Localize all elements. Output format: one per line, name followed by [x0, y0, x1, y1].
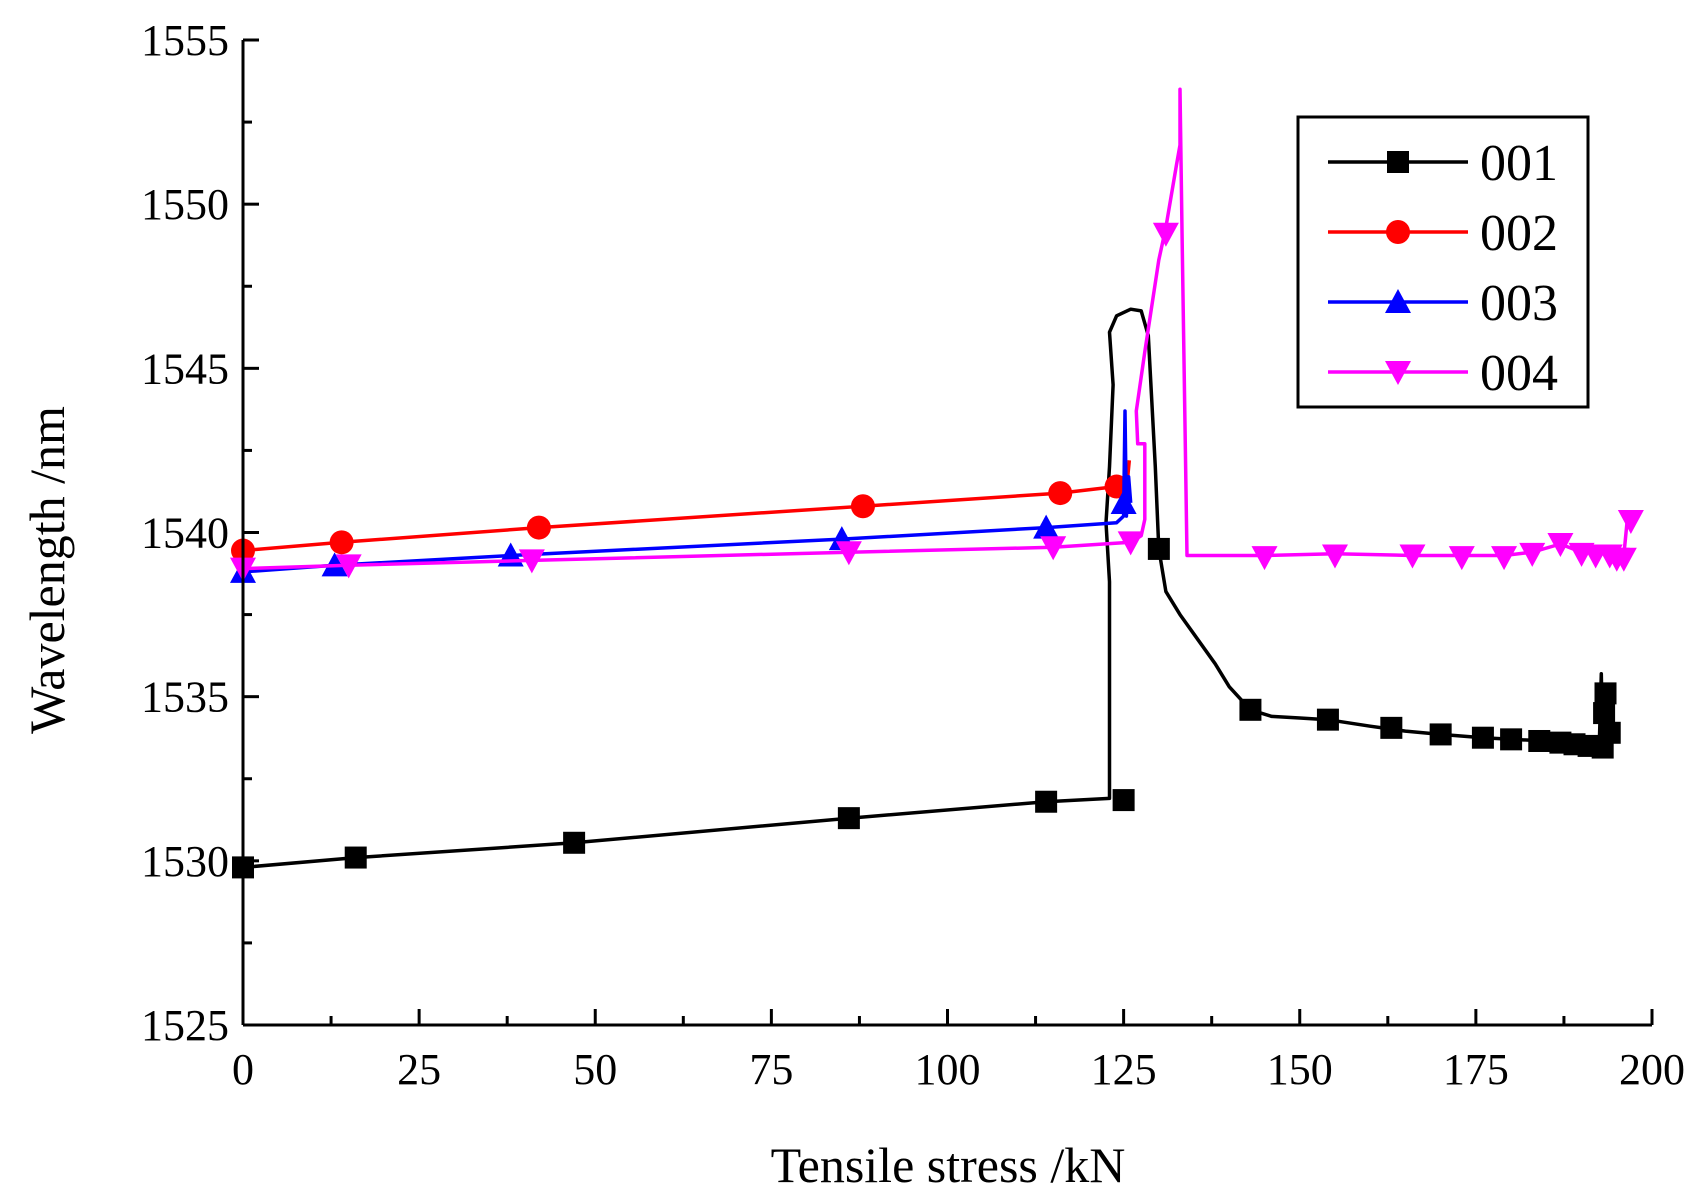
- data-point-004: [518, 549, 545, 574]
- y-axis-title: Wavelength /nm: [19, 406, 75, 734]
- data-point-004: [1519, 542, 1546, 567]
- data-point-001: [1380, 716, 1403, 739]
- data-point-004: [835, 541, 862, 566]
- y-tick-label: 1545: [141, 344, 229, 393]
- data-point-001: [1528, 729, 1551, 752]
- data-point-004: [1117, 531, 1144, 556]
- data-point-001: [1500, 728, 1523, 751]
- data-point-004: [1040, 536, 1067, 561]
- data-point-001: [1593, 702, 1616, 725]
- data-point-001: [344, 846, 367, 869]
- x-tick-label: 150: [1267, 1045, 1333, 1094]
- legend-label: 003: [1480, 275, 1558, 332]
- y-tick-label: 1535: [141, 673, 229, 722]
- data-point-001: [1429, 723, 1452, 746]
- data-point-004: [1399, 544, 1426, 569]
- data-point-002: [850, 494, 875, 519]
- data-point-001: [1239, 698, 1262, 721]
- data-point-001: [1471, 726, 1494, 749]
- y-tick-label: 1540: [141, 509, 229, 558]
- data-point-001: [837, 807, 860, 830]
- data-point-003: [1110, 489, 1137, 514]
- data-point-004: [335, 554, 362, 579]
- x-axis-title: Tensile stress /kN: [771, 1137, 1126, 1193]
- data-point-004: [1547, 532, 1574, 557]
- x-tick-label: 100: [915, 1045, 981, 1094]
- y-tick-label: 1555: [141, 16, 229, 65]
- data-point-004: [1610, 547, 1637, 572]
- legend: 001 002 003 004: [1296, 115, 1590, 409]
- legend-marker: [1386, 220, 1410, 244]
- legend-marker: [1385, 289, 1411, 313]
- legend-label: 002: [1480, 205, 1558, 262]
- data-point-004: [1448, 546, 1475, 571]
- data-point-001: [1594, 682, 1617, 705]
- legend-box: [1296, 115, 1590, 409]
- legend-item-004: 004: [1328, 345, 1558, 402]
- data-point-001: [1035, 790, 1058, 813]
- x-tick-label: 50: [573, 1045, 617, 1094]
- series-layer: [230, 87, 1644, 879]
- data-point-004: [1617, 510, 1644, 535]
- data-point-001: [1147, 537, 1170, 560]
- data-point-004: [1251, 546, 1278, 571]
- axes-layer: 0 25 50 75 100 125 150 175 200 1525 1530 1535 1540 15…: [141, 16, 1685, 1094]
- data-point-002: [526, 515, 551, 540]
- series-001: [232, 307, 1621, 879]
- legend-item-003: 003: [1328, 275, 1558, 332]
- legend-label: 004: [1480, 345, 1558, 402]
- y-tick-label: 1550: [141, 180, 229, 229]
- y-tick-label: 1525: [141, 1001, 229, 1050]
- data-point-003: [1033, 514, 1060, 539]
- x-tick-label: 175: [1443, 1045, 1509, 1094]
- data-point-001: [563, 831, 586, 854]
- x-tick-label: 200: [1619, 1045, 1685, 1094]
- x-tick-label: 125: [1091, 1045, 1157, 1094]
- x-tick-label: 0: [232, 1045, 254, 1094]
- data-point-002: [329, 530, 354, 555]
- legend-label: 001: [1480, 135, 1558, 192]
- data-point-001: [1316, 708, 1339, 731]
- data-point-001: [1598, 721, 1621, 744]
- legend-marker: [1385, 361, 1411, 385]
- x-tick-label: 25: [397, 1045, 441, 1094]
- data-point-004: [1152, 222, 1179, 247]
- y-tick-label: 1530: [141, 837, 229, 886]
- legend-marker: [1387, 151, 1409, 173]
- legend-item-001: 001: [1328, 135, 1558, 192]
- x-tick-label: 75: [749, 1045, 793, 1094]
- data-point-004: [1321, 544, 1348, 569]
- data-point-002: [1048, 481, 1073, 506]
- legend-item-002: 002: [1328, 205, 1558, 262]
- series-004: [230, 87, 1644, 582]
- data-point-001: [1112, 789, 1135, 812]
- data-point-004: [1491, 546, 1518, 571]
